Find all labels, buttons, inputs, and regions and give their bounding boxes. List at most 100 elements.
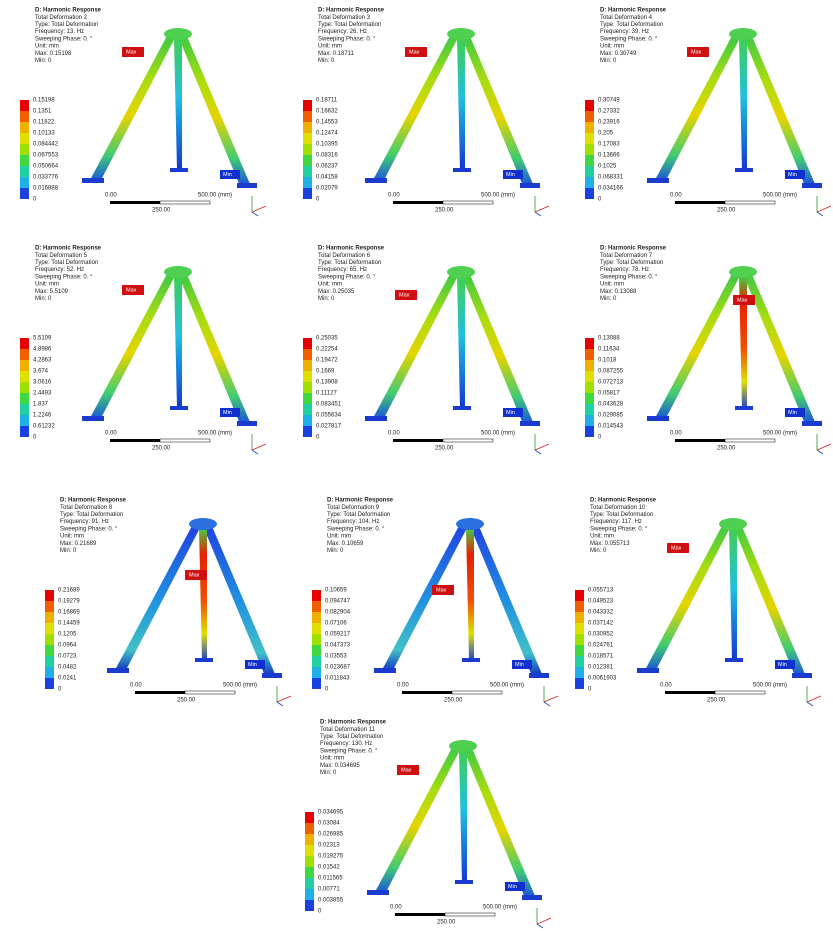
legend-value: 0.003855 xyxy=(318,898,344,904)
legend-swatch xyxy=(303,100,312,111)
result-panel: D: Harmonic ResponseTotal Deformation 5T… xyxy=(20,246,266,454)
panel-min: Min: 0 xyxy=(320,770,337,776)
legend-value: 0.13908 xyxy=(316,380,338,386)
result-panel: D: Harmonic ResponseTotal Deformation 7T… xyxy=(585,246,831,454)
panel-title: D: Harmonic Response xyxy=(327,498,394,504)
panel-unit: Unit: mm xyxy=(35,44,59,50)
min-tag: Min xyxy=(515,662,524,668)
legend-value: 0.1025 xyxy=(598,164,617,170)
legend-value: 0.15198 xyxy=(33,98,55,104)
legend-swatch xyxy=(20,122,29,133)
legend-swatch xyxy=(312,656,321,667)
panel-unit: Unit: mm xyxy=(590,534,614,540)
panel-frequency: Frequency: 65. Hz xyxy=(318,267,367,273)
tripod-head xyxy=(189,518,217,530)
panel-name: Total Deformation 5 xyxy=(35,253,88,259)
tripod-head xyxy=(449,740,477,752)
triad-axis xyxy=(535,206,549,212)
tripod-leg xyxy=(470,524,542,676)
legend-value: 0.018571 xyxy=(588,654,614,660)
tripod-leg xyxy=(733,524,805,676)
scale-bar xyxy=(393,439,443,442)
scale-bar xyxy=(110,439,160,442)
scale-label: 0.00 xyxy=(130,683,142,689)
legend-swatch xyxy=(45,601,54,612)
foot xyxy=(735,406,753,410)
tripod-leg xyxy=(461,272,533,424)
panel-frequency: Frequency: 104. Hz xyxy=(327,519,379,525)
scale-label: 0.00 xyxy=(670,431,682,437)
scale-label: 500.00 (mm) xyxy=(198,193,232,199)
scale-bar xyxy=(445,913,495,916)
panel-title: D: Harmonic Response xyxy=(600,8,667,14)
foot xyxy=(529,673,549,678)
scale-label: 250.00 xyxy=(435,446,454,452)
legend-swatch xyxy=(585,415,594,426)
panel-type: Type: Total Deformation xyxy=(327,512,390,518)
legend-swatch xyxy=(20,155,29,166)
legend-value: 0.029085 xyxy=(598,413,624,419)
max-tag: Max xyxy=(399,292,410,298)
panel-unit: Unit: mm xyxy=(600,282,624,288)
legend-value: 4.8986 xyxy=(33,347,52,353)
panel-type: Type: Total Deformation xyxy=(35,22,98,28)
panel-frequency: Frequency: 26. Hz xyxy=(318,29,367,35)
scale-bar xyxy=(725,201,775,204)
panel-name: Total Deformation 4 xyxy=(600,15,653,21)
legend-swatch xyxy=(20,382,29,393)
panel-name: Total Deformation 2 xyxy=(35,15,88,21)
foot xyxy=(237,183,257,188)
legend-value: 0.11634 xyxy=(598,347,620,353)
legend-swatch xyxy=(585,155,594,166)
legend-swatch xyxy=(585,133,594,144)
legend-swatch xyxy=(303,144,312,155)
panel-unit: Unit: mm xyxy=(318,282,342,288)
legend-value: 0.033776 xyxy=(33,175,59,181)
legend-value: 0.094747 xyxy=(325,599,351,605)
legend-swatch xyxy=(20,133,29,144)
max-tag: Max xyxy=(409,49,420,55)
scale-label: 250.00 xyxy=(444,698,463,704)
panel-name: Total Deformation 10 xyxy=(590,505,646,511)
result-panel: D: Harmonic ResponseTotal Deformation 10… xyxy=(575,498,821,706)
panel-max: Max: 0.25035 xyxy=(318,289,355,295)
legend-swatch xyxy=(303,122,312,133)
panel-unit: Unit: mm xyxy=(327,534,351,540)
legend-value: 3.674 xyxy=(33,369,49,375)
legend-swatch xyxy=(305,900,314,911)
panel-frequency: Frequency: 78. Hz xyxy=(600,267,649,273)
tripod-leg xyxy=(463,746,535,898)
scale-label: 250.00 xyxy=(152,208,171,214)
legend-swatch xyxy=(20,426,29,437)
foot xyxy=(647,416,669,421)
legend-swatch xyxy=(20,111,29,122)
panel-title: D: Harmonic Response xyxy=(590,498,657,504)
tripod-center-leg xyxy=(739,38,747,170)
foot xyxy=(637,668,659,673)
legend-swatch xyxy=(585,404,594,415)
legend-value: 0.047373 xyxy=(325,643,351,649)
panel-min: Min: 0 xyxy=(327,548,344,554)
legend-swatch xyxy=(585,393,594,404)
legend-swatch xyxy=(303,166,312,177)
foot xyxy=(195,658,213,662)
legend-swatch xyxy=(45,678,54,689)
scale-bar xyxy=(393,201,443,204)
foot xyxy=(237,421,257,426)
legend-value: 0.0482 xyxy=(58,665,77,671)
panel-min: Min: 0 xyxy=(600,58,617,64)
legend-swatch xyxy=(312,590,321,601)
tripod-head xyxy=(456,518,484,530)
scale-bar xyxy=(675,201,725,204)
panel-type: Type: Total Deformation xyxy=(600,260,663,266)
legend-value: 0.00771 xyxy=(318,887,340,893)
foot xyxy=(802,421,822,426)
legend-swatch xyxy=(312,667,321,678)
min-tag: Min xyxy=(223,410,232,416)
legend-value: 0.026985 xyxy=(318,832,344,838)
tripod-center-leg xyxy=(459,750,467,882)
triad-axis xyxy=(252,212,258,216)
legend-value: 0.0241 xyxy=(58,676,77,682)
tripod-center-leg xyxy=(174,38,182,170)
triad-axis xyxy=(817,444,831,450)
